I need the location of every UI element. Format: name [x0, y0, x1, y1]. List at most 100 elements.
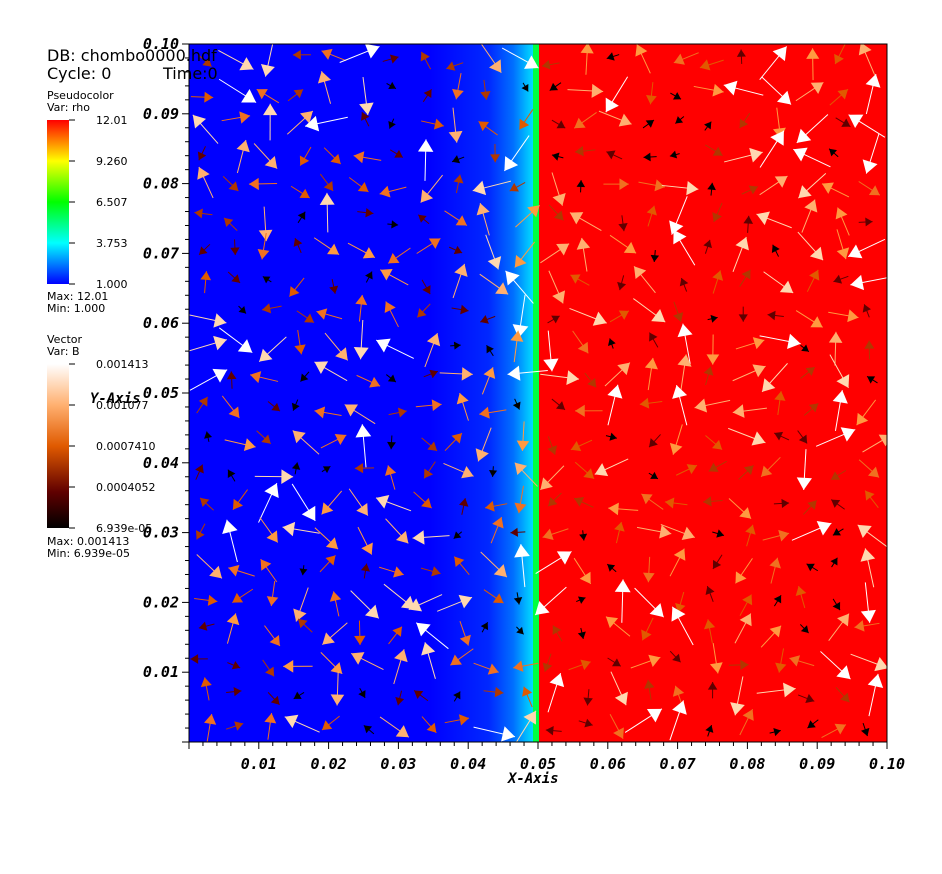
vector-glyph: [705, 724, 714, 737]
vector-glyph: [705, 585, 715, 602]
vector-glyph: [505, 270, 534, 304]
vector-glyph: [773, 498, 790, 509]
vector-glyph: [200, 271, 212, 294]
vector-glyph: [677, 323, 693, 365]
vector-glyph: [260, 44, 275, 77]
vector-glyph: [356, 374, 381, 388]
vector-glyph: [732, 236, 749, 272]
vector-glyph: [728, 427, 766, 446]
vector-glyph: [510, 330, 524, 363]
vector-glyph: [190, 654, 208, 664]
vector-glyph: [258, 482, 279, 523]
scalar-legend-min: Min: 1.000: [47, 302, 106, 315]
vector-glyph: [542, 653, 553, 672]
vector-glyph: [534, 586, 567, 616]
vector-glyph: [694, 398, 731, 413]
vector-glyph: [854, 620, 880, 632]
vector-glyph: [645, 82, 657, 105]
vector-glyph: [415, 622, 449, 650]
vector-glyph: [741, 185, 759, 195]
vector-glyph: [451, 155, 465, 164]
vector-glyph: [199, 497, 214, 511]
vector-glyph: [479, 273, 509, 295]
vector-glyph: [236, 139, 250, 174]
vector-glyph: [357, 526, 373, 555]
vector-glyph: [767, 310, 784, 321]
vector-glyph: [598, 110, 632, 127]
y-axis-label: Y-Axis: [90, 391, 141, 407]
vector-glyph: [380, 268, 409, 286]
vector-glyph: [314, 527, 339, 550]
vector-glyph: [614, 521, 625, 544]
vector-glyph: [195, 464, 204, 480]
vector-glyph: [821, 723, 847, 739]
vector-glyph: [607, 384, 623, 426]
vector-glyph: [833, 274, 849, 284]
vector-glyph: [756, 211, 792, 229]
vector-glyph: [350, 652, 384, 670]
vector-glyph: [829, 354, 850, 389]
vector-glyph: [759, 130, 785, 168]
vector-glyph: [291, 483, 316, 522]
vector-glyph: [857, 524, 887, 548]
scalar-legend-title: Pseudocolor: [47, 89, 114, 102]
vector-glyph: [228, 564, 255, 577]
vector-glyph: [421, 716, 437, 734]
vector-glyph: [284, 714, 320, 733]
vector-glyph: [347, 242, 376, 259]
vector-glyph: [227, 469, 236, 482]
y-tick-label: 0.02: [143, 593, 179, 611]
vector-glyph: [860, 722, 870, 737]
vector-glyph: [421, 118, 444, 130]
vector-glyph: [712, 529, 725, 538]
vector-glyph: [735, 558, 753, 584]
vector-glyph: [360, 563, 371, 579]
vector-glyph: [221, 395, 240, 419]
vector-glyph: [856, 399, 877, 426]
vector-glyph: [639, 397, 663, 409]
vector-glyph: [355, 294, 368, 322]
vector-glyph: [703, 496, 723, 507]
vector-glyph: [324, 332, 349, 361]
vector-glyph: [218, 50, 254, 71]
y-tick-label: 0.05: [143, 384, 179, 402]
vector-glyph: [675, 116, 685, 124]
vector-glyph: [512, 398, 521, 410]
vector-glyph: [261, 303, 282, 314]
vector-glyph: [738, 306, 748, 322]
vector-glyph: [192, 114, 219, 144]
vector-glyph: [574, 145, 596, 157]
vector-glyph: [835, 117, 851, 128]
vector-glyph: [745, 524, 756, 547]
vector-glyph: [660, 523, 695, 541]
vector-glyph: [547, 672, 565, 713]
vector-glyph: [387, 247, 411, 264]
vector-glyph: [320, 433, 347, 449]
vector-glyph: [472, 180, 512, 196]
vector-glyph: [568, 659, 591, 671]
y-tick-label: 0.09: [143, 105, 179, 123]
vector-glyph: [724, 147, 763, 163]
vector-glyph: [354, 463, 375, 474]
time-label: Time:0: [163, 64, 218, 83]
vector-glyph: [584, 372, 597, 388]
vector-glyph: [329, 591, 342, 617]
vector-glyph: [375, 495, 412, 512]
vector-glyph: [828, 309, 859, 323]
vector-glyph: [393, 649, 408, 685]
vector-glyph: [490, 516, 504, 544]
vector-glyph: [194, 594, 218, 606]
vector-colorbar-label: 0.001413: [96, 358, 149, 371]
vector-glyph: [319, 173, 334, 192]
vector-glyph: [353, 151, 382, 164]
vector-glyph: [673, 52, 699, 65]
vector-glyph: [348, 488, 369, 516]
vector-glyph: [194, 208, 213, 219]
vector-glyph: [218, 327, 253, 354]
vector-glyph: [800, 344, 810, 353]
vector-glyph: [451, 304, 469, 315]
scalar-colorbar-label: 3.753: [96, 237, 128, 250]
vector-glyph: [395, 690, 405, 706]
vector-glyph: [197, 146, 207, 161]
vector-glyph: [807, 719, 819, 729]
